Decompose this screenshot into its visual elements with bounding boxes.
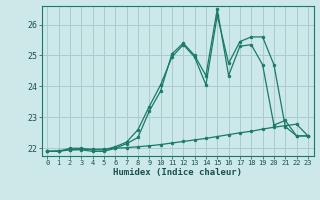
X-axis label: Humidex (Indice chaleur): Humidex (Indice chaleur): [113, 168, 242, 177]
